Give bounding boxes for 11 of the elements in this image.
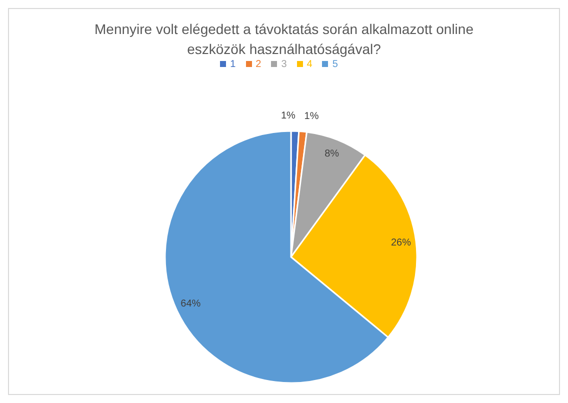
data-label: 64%	[180, 298, 201, 310]
data-label: 1%	[280, 110, 296, 122]
legend-label: 5	[332, 59, 338, 70]
legend-label: 3	[281, 59, 287, 70]
data-label: 26%	[391, 238, 412, 249]
chart-title: Mennyire volt elégedett a távoktatás során alkalmazott online eszközök használhatóságával?	[94, 20, 474, 59]
data-label: 8%	[324, 148, 340, 160]
legend-label: 2	[256, 59, 262, 70]
legend-label: 1	[230, 59, 236, 70]
legend-label: 4	[306, 59, 312, 70]
data-label: 1%	[304, 111, 319, 122]
